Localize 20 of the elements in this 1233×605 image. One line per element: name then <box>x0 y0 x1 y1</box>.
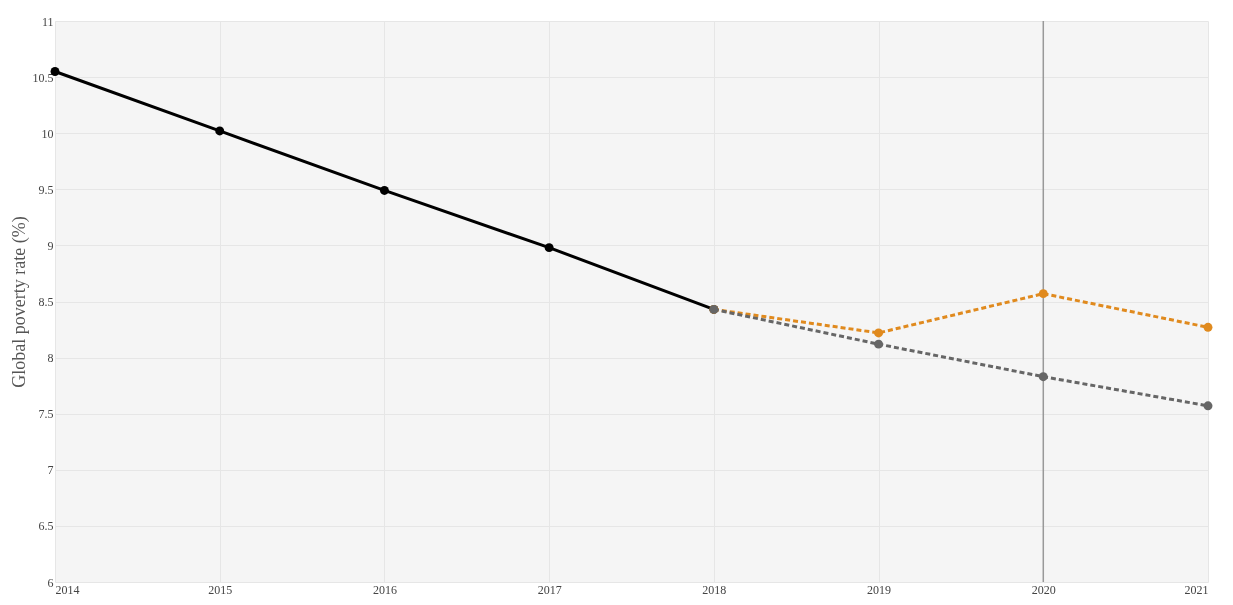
x-tick-label: 2021 <box>1184 582 1209 597</box>
y-tick-label: 6.5 <box>38 519 54 534</box>
y-tick-label: 8.5 <box>38 295 54 309</box>
y-tick-label: 10.5 <box>32 70 54 85</box>
y-tick-label: 9 <box>47 238 54 253</box>
x-tick-label: 2016 <box>372 582 397 597</box>
y-tick-label: 10 <box>41 126 54 141</box>
x-tick-label: 2020 <box>1031 582 1056 597</box>
y-tick-label: 7.5 <box>38 407 54 422</box>
x-tick-label: 2017 <box>537 582 562 597</box>
x-tick-label: 2015 <box>208 582 233 597</box>
y-tick-label: 8 <box>47 351 54 366</box>
y-tick-label: 7 <box>47 463 54 478</box>
y-tick-label: 11 <box>41 14 54 29</box>
y-axis-title: Global poverty rate (%) <box>8 216 30 388</box>
y-tick-label: 6 <box>47 575 54 590</box>
x-tick-label: 2018 <box>702 582 727 597</box>
x-tick-label: 2019 <box>867 582 892 597</box>
x-tick-label: 2014 <box>55 582 80 597</box>
y-tick-label: 9.5 <box>38 182 54 197</box>
